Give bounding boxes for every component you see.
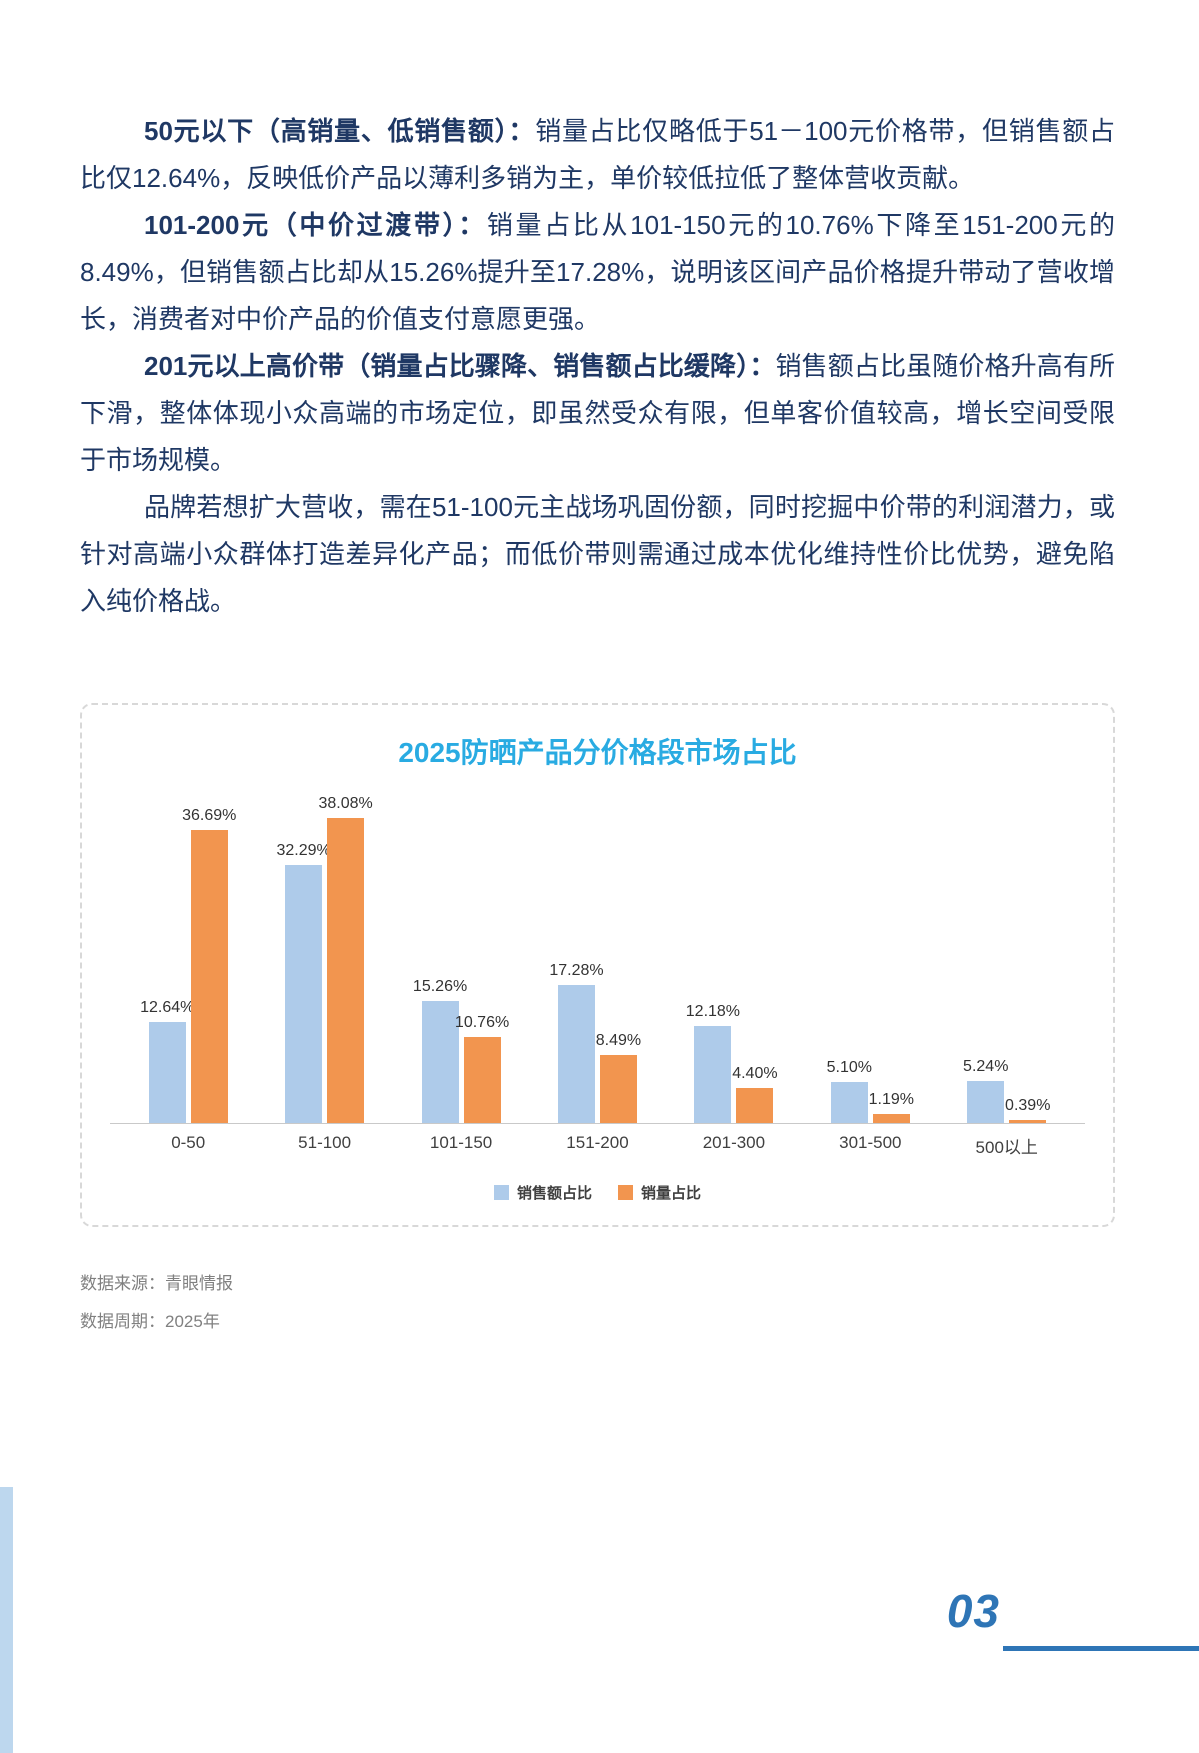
sales-revenue-bar bbox=[421, 1000, 459, 1123]
bar-wrap: 4.40% bbox=[732, 1065, 778, 1123]
sales-revenue-bar bbox=[148, 1021, 186, 1123]
chart-plot: 12.64% 36.69% 32.29% 38.08% 15.26% 10.76% 17.2… bbox=[110, 783, 1085, 1124]
bar-value-label: 10.76% bbox=[454, 1013, 510, 1031]
bar-value-label: 8.49% bbox=[595, 1032, 642, 1050]
category-label: 101-150 bbox=[429, 1133, 493, 1152]
paragraph-lead: 50元以下（高销量、低销售额）： bbox=[144, 116, 536, 146]
sales-revenue-bar bbox=[285, 864, 323, 1123]
source-block: 数据来源：青眼情报 数据周期：2025年 bbox=[80, 1265, 1115, 1341]
category-label: 301-500 bbox=[839, 1133, 902, 1152]
chart-title: 2025防晒产品分价格段市场占比 bbox=[398, 737, 797, 768]
data-source: 数据来源：青眼情报 bbox=[80, 1274, 233, 1293]
bar-value-label: 12.64% bbox=[140, 998, 195, 1016]
sales-volume-bar bbox=[599, 1055, 637, 1123]
paragraph-body: 销售额占比虽随价格升高有所下滑，整体体现小众高端的市场定位，即虽然受众有限，但单… bbox=[80, 351, 1115, 475]
paragraph-body: 销量占比仅略低于51－100元价格带，但销售额占比仅12.64%，反映低价产品以… bbox=[80, 116, 1115, 193]
paragraph-body: 品牌若想扩大营收，需在51-100元主战场巩固份额，同时挖掘中价带的利润潜力，或… bbox=[80, 492, 1115, 616]
bar-wrap: 10.76% bbox=[455, 1014, 509, 1123]
data-period: 数据周期：2025年 bbox=[80, 1312, 220, 1331]
bar-group: 12.64% 36.69% bbox=[120, 807, 256, 1123]
category-label: 0-50 bbox=[171, 1133, 206, 1152]
sales-volume-bar bbox=[327, 818, 365, 1123]
category-label: 500以上 bbox=[975, 1138, 1038, 1157]
bar-value-label: 0.39% bbox=[1005, 1096, 1051, 1114]
sales-volume-bar bbox=[872, 1113, 910, 1123]
category-label: 151-200 bbox=[566, 1133, 629, 1152]
bar-value-label: 1.19% bbox=[868, 1090, 914, 1108]
legend-swatch bbox=[618, 1185, 633, 1200]
bar-group: 15.26% 10.76% bbox=[393, 978, 529, 1123]
bar-wrap: 1.19% bbox=[869, 1091, 914, 1123]
paragraph-conclusion: 品牌若想扩大营收，需在51-100元主战场巩固份额，同时挖掘中价带的利润潜力，或… bbox=[80, 484, 1115, 625]
category-label: 51-100 bbox=[298, 1133, 352, 1152]
legend-item: 销售额占比 bbox=[493, 1182, 592, 1203]
bar-value-label: 5.24% bbox=[963, 1058, 1009, 1076]
bar-wrap: 0.39% bbox=[1005, 1097, 1050, 1123]
sales-volume-bar bbox=[1009, 1119, 1047, 1123]
accent-stripe bbox=[0, 1487, 13, 1753]
paragraph-lead: 201元以上高价带（销量占比骤降、销售额占比缓降）： bbox=[144, 351, 776, 381]
sales-revenue-bar bbox=[830, 1082, 868, 1123]
legend-label: 销量占比 bbox=[641, 1185, 702, 1202]
chart-legend: 销售额占比 销量占比 bbox=[110, 1182, 1085, 1203]
bar-value-label: 32.29% bbox=[276, 841, 331, 859]
bar-wrap: 36.69% bbox=[182, 807, 236, 1123]
sales-volume-bar bbox=[463, 1036, 501, 1123]
bar-value-label: 4.40% bbox=[732, 1064, 778, 1082]
chart-category-row: 0-50 51-100 101-150 151-200 201-300 301-500 50… bbox=[110, 1133, 1085, 1158]
bar-value-label: 12.18% bbox=[685, 1002, 741, 1020]
legend-swatch bbox=[493, 1185, 509, 1200]
bar-wrap: 12.18% bbox=[686, 1003, 740, 1123]
paragraph-lead: 101-200元（中价过渡带）： bbox=[144, 210, 487, 240]
bar-wrap: 38.08% bbox=[319, 795, 373, 1123]
bar-wrap: 12.64% bbox=[140, 999, 194, 1123]
category-label: 201-300 bbox=[702, 1133, 766, 1152]
paragraph-over-201: 201元以上高价带（销量占比骤降、销售额占比缓降）：销售额占比虽随价格升高有所下… bbox=[80, 343, 1115, 484]
bar-wrap: 32.29% bbox=[277, 842, 331, 1123]
page-number-line bbox=[1003, 1646, 1199, 1651]
bar-group: 17.28% 8.49% bbox=[529, 962, 665, 1123]
bar-group: 32.29% 38.08% bbox=[256, 795, 392, 1123]
legend-item: 销量占比 bbox=[618, 1182, 701, 1203]
bar-wrap: 17.28% bbox=[549, 962, 604, 1123]
bar-wrap: 5.24% bbox=[963, 1058, 1008, 1123]
sales-volume-bar bbox=[736, 1087, 774, 1123]
legend-label: 销售额占比 bbox=[516, 1185, 592, 1202]
bar-group: 12.18% 4.40% bbox=[666, 1003, 802, 1123]
sales-revenue-bar bbox=[557, 984, 595, 1123]
bar-group: 5.10% 1.19% bbox=[802, 1059, 938, 1123]
bar-value-label: 15.26% bbox=[412, 977, 468, 995]
sales-revenue-bar bbox=[694, 1025, 732, 1123]
sales-volume-bar bbox=[190, 829, 228, 1123]
bar-wrap: 15.26% bbox=[413, 978, 467, 1123]
sales-revenue-bar bbox=[967, 1081, 1005, 1123]
paragraph-under-50: 50元以下（高销量、低销售额）：销量占比仅略低于51－100元价格带，但销售额占… bbox=[80, 108, 1115, 202]
bar-group: 5.24% 0.39% bbox=[939, 1058, 1075, 1123]
page-number: 03 bbox=[946, 1585, 1000, 1637]
chart-card: 2025防晒产品分价格段市场占比 12.64% 36.69% 32.29% 38.08… bbox=[80, 703, 1115, 1227]
bar-wrap: 5.10% bbox=[827, 1059, 872, 1123]
bar-value-label: 38.08% bbox=[318, 795, 373, 813]
bar-value-label: 36.69% bbox=[182, 806, 237, 824]
report-page-content: 50元以下（高销量、低销售额）：销量占比仅略低于51－100元价格带，但销售额占… bbox=[80, 108, 1115, 1341]
bar-value-label: 5.10% bbox=[826, 1059, 872, 1077]
bar-value-label: 17.28% bbox=[549, 961, 604, 979]
paragraph-101-200: 101-200元（中价过渡带）：销量占比从101-150元的10.76%下降至1… bbox=[80, 202, 1115, 343]
bar-wrap: 8.49% bbox=[596, 1032, 641, 1123]
paragraph-body: 销量占比从101-150元的10.76%下降至151-200元的8.49%，但销… bbox=[80, 210, 1115, 334]
